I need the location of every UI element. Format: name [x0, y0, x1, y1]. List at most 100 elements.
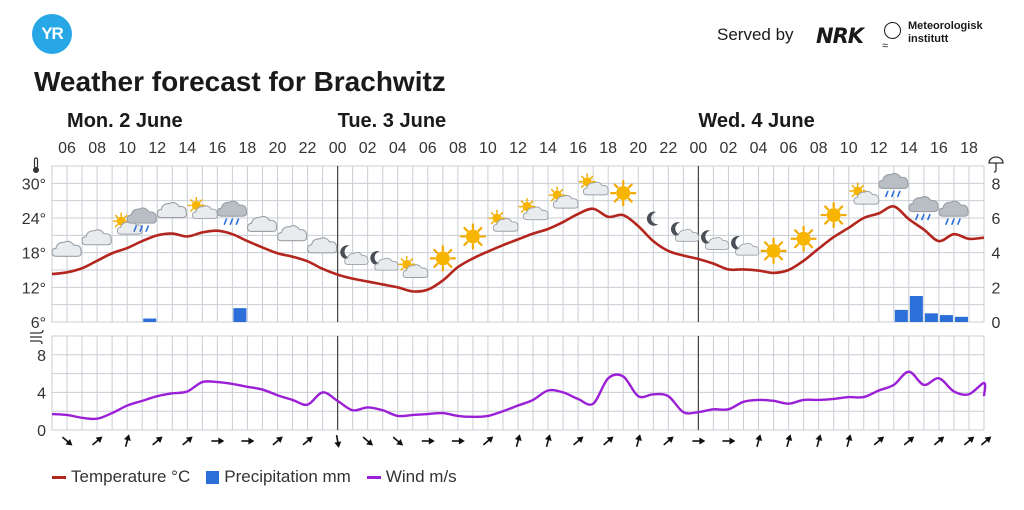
sun-ray — [433, 248, 439, 254]
hour-tick-label: 16 — [208, 140, 226, 157]
wind-arrow-icon — [815, 434, 823, 448]
rain-drop — [897, 190, 901, 198]
sun-ray — [409, 258, 414, 262]
precipitation-bars — [143, 296, 968, 322]
y-tick-labels: 6° 12° 18° 24° 30° 0 2 4 6 8 0 4 8 — [22, 176, 1001, 440]
sun-ray — [838, 205, 844, 211]
legend-wind-label: Wind m/s — [385, 467, 457, 486]
hour-tick-label: 02 — [359, 140, 377, 157]
hour-tick-label: 00 — [689, 140, 707, 157]
wind-arrow-icon — [182, 436, 193, 446]
sun-shape — [760, 237, 787, 264]
wind-arrow-icon — [272, 436, 283, 446]
cloud-shape — [374, 257, 399, 271]
sun-ray — [114, 224, 119, 228]
sun-shape — [429, 245, 456, 272]
sun-icon — [820, 201, 847, 229]
sun-disc — [435, 251, 450, 266]
hour-tick-label: 10 — [118, 140, 136, 157]
wind-arrow-head — [276, 436, 283, 444]
wind-arrow-head — [396, 438, 404, 446]
umbrella-icon — [988, 156, 1004, 173]
moon-shape — [646, 211, 659, 226]
cloud-outline — [307, 237, 338, 254]
cloud-shape — [674, 228, 700, 242]
sun-ray — [613, 183, 619, 189]
sun-disc — [826, 208, 841, 223]
temperature-tick-label: 6° — [31, 315, 46, 332]
nrk-logo[interactable]: NRK — [816, 24, 864, 48]
wind-arrow-head — [785, 434, 793, 441]
sun-icon — [760, 237, 787, 264]
sun-ray — [463, 226, 469, 232]
met-logo-text-line1: Meteorologisk — [908, 20, 983, 32]
hour-tick-label: 14 — [900, 140, 918, 157]
rain-drop — [133, 225, 137, 232]
sun-ray — [520, 209, 525, 213]
cloud-icon — [307, 237, 338, 254]
rain-drop — [891, 190, 895, 198]
hour-tick-label: 10 — [479, 140, 497, 157]
wind-arrow-icon — [635, 434, 642, 448]
moon-cloud-icon — [370, 251, 399, 271]
wind-arrow-icon — [722, 437, 736, 445]
wind-arrow-icon — [873, 436, 885, 446]
sun-ray — [447, 248, 453, 254]
wind-arrow-head — [486, 436, 494, 444]
sun-shape — [790, 225, 817, 252]
sun-ray — [794, 229, 800, 235]
moon-shape — [370, 251, 382, 266]
hour-tick-label: 22 — [299, 140, 317, 157]
sun-disc — [616, 186, 631, 201]
sun-ray — [851, 193, 855, 198]
cloud-outline — [552, 194, 579, 209]
cloud-shape — [552, 194, 579, 209]
sun-ray — [490, 211, 495, 216]
precipitation-tick-label: 6 — [992, 211, 1001, 228]
moon-cloud-icon — [340, 245, 369, 265]
wind-arrow-icon — [933, 436, 945, 446]
rain-drop — [235, 218, 240, 225]
wind-arrow-icon — [692, 437, 706, 445]
sun-ray — [114, 214, 119, 219]
cloud-shape — [276, 225, 308, 242]
cloud-shape — [938, 200, 969, 217]
precipitation-bar — [924, 313, 938, 322]
axis-icons — [30, 156, 1004, 345]
cloud-shape — [51, 240, 82, 257]
hour-tick-label: 00 — [329, 140, 347, 157]
wind-arrow-head — [95, 436, 103, 444]
thermometer-icon — [33, 157, 39, 173]
sun-cloud-icon — [578, 173, 609, 196]
sun-ray — [778, 241, 784, 247]
cloud-outline — [522, 206, 549, 221]
hour-tick-label: 06 — [419, 140, 437, 157]
wind-icon-line3 — [30, 340, 43, 345]
wind-arrow-head — [458, 437, 465, 445]
sun-ray — [627, 197, 633, 203]
legend-precipitation-label: Precipitation mm — [224, 467, 351, 486]
sun-cloud-icon — [849, 182, 880, 205]
wind-arrow-icon — [845, 434, 853, 448]
cloud-outline — [51, 240, 82, 257]
wind-tick-label: 0 — [37, 423, 46, 440]
wind-arrow-icon — [482, 436, 494, 446]
sun-icon — [610, 180, 637, 207]
rain-drop — [229, 218, 234, 225]
wind-icon — [30, 329, 44, 345]
sun-ray — [613, 197, 619, 203]
wind-arrow-head — [65, 438, 73, 446]
yr-logo[interactable]: YR — [32, 14, 72, 54]
hour-tick-label: 04 — [750, 140, 768, 157]
sun-ray — [400, 258, 404, 262]
hour-tick-label: 14 — [178, 140, 196, 157]
cloud-outline — [735, 242, 760, 256]
wind-arrow-head — [815, 434, 823, 441]
precipitation-bar — [909, 296, 923, 322]
sun-ray — [824, 219, 830, 225]
sun-ray — [190, 208, 194, 212]
rain-drop — [139, 225, 143, 232]
sun-ray — [477, 241, 483, 247]
served-by-text: Served by — [717, 25, 794, 44]
rain-drop — [885, 190, 889, 198]
